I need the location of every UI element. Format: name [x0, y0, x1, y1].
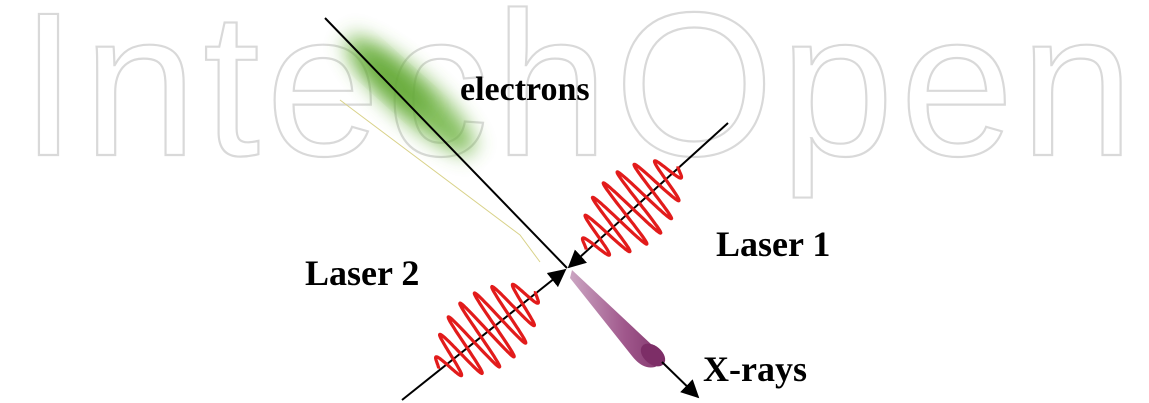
laser1-label: Laser 1: [716, 224, 830, 264]
laser2-label: Laser 2: [305, 253, 419, 293]
electrons-label: electrons: [460, 71, 590, 108]
laser2-pulse-icon: [434, 282, 540, 378]
xray-beam-icon: [570, 270, 666, 368]
watermark-text: IntechOpen: [20, 0, 1140, 199]
laser1-pulse-icon: [580, 159, 684, 257]
electron-bunch-icon: [345, 35, 475, 155]
laser2-axis-arrow: [401, 268, 567, 401]
xrays-label: X-rays: [703, 349, 807, 389]
xray-direction-arrow: [661, 361, 700, 399]
laser1-axis-arrow: [567, 122, 729, 269]
electron-trace: [339, 99, 541, 263]
electron-beam-line: [324, 17, 568, 269]
